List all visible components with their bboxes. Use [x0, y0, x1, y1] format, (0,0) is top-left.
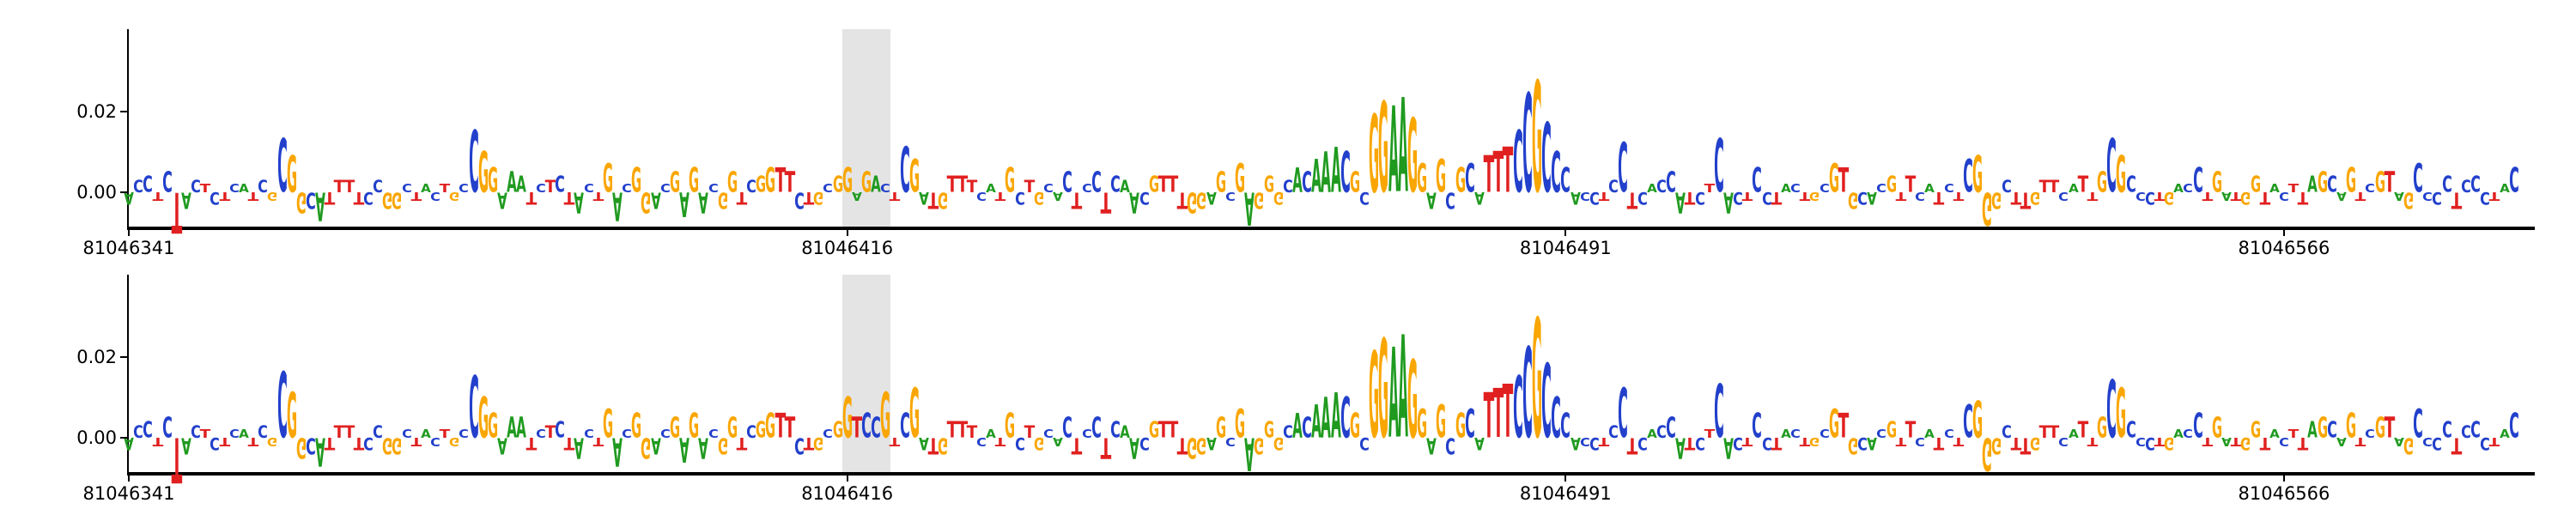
x-tick-label: 81046491: [1519, 238, 1612, 258]
x-tick-mark: [2282, 230, 2285, 236]
x-tick-mark: [2282, 476, 2285, 482]
x-tick-mark: [1564, 476, 1567, 482]
x-tick-mark: [128, 476, 130, 482]
y-tick-mark: [120, 356, 127, 358]
y-tick-label: 0.00: [76, 427, 117, 448]
x-tick-label: 81046341: [82, 238, 175, 258]
y-tick-label: 0.00: [76, 182, 117, 203]
x-tick-mark: [846, 230, 848, 236]
y-tick-mark: [120, 437, 127, 439]
x-tick-mark: [1564, 230, 1567, 236]
x-tick-label: 81046491: [1519, 483, 1612, 504]
y-tick-label: 0.02: [76, 101, 117, 122]
x-tick-mark: [846, 476, 848, 482]
x-tick-label: 81046416: [801, 238, 894, 258]
x-tick-label: 81046566: [2238, 238, 2330, 258]
x-tick-mark: [128, 230, 130, 236]
highlight-region-track-2: [842, 275, 890, 472]
plot-area-track-2: [127, 275, 2535, 476]
plot-area-track-1: [127, 29, 2535, 230]
y-tick-mark: [120, 111, 127, 112]
y-tick-label: 0.02: [76, 347, 117, 367]
y-tick-mark: [120, 191, 127, 193]
x-tick-label: 81046341: [82, 483, 175, 504]
x-tick-label: 81046566: [2238, 483, 2330, 504]
highlight-region-track-1: [842, 29, 890, 227]
x-tick-label: 81046416: [801, 483, 894, 504]
